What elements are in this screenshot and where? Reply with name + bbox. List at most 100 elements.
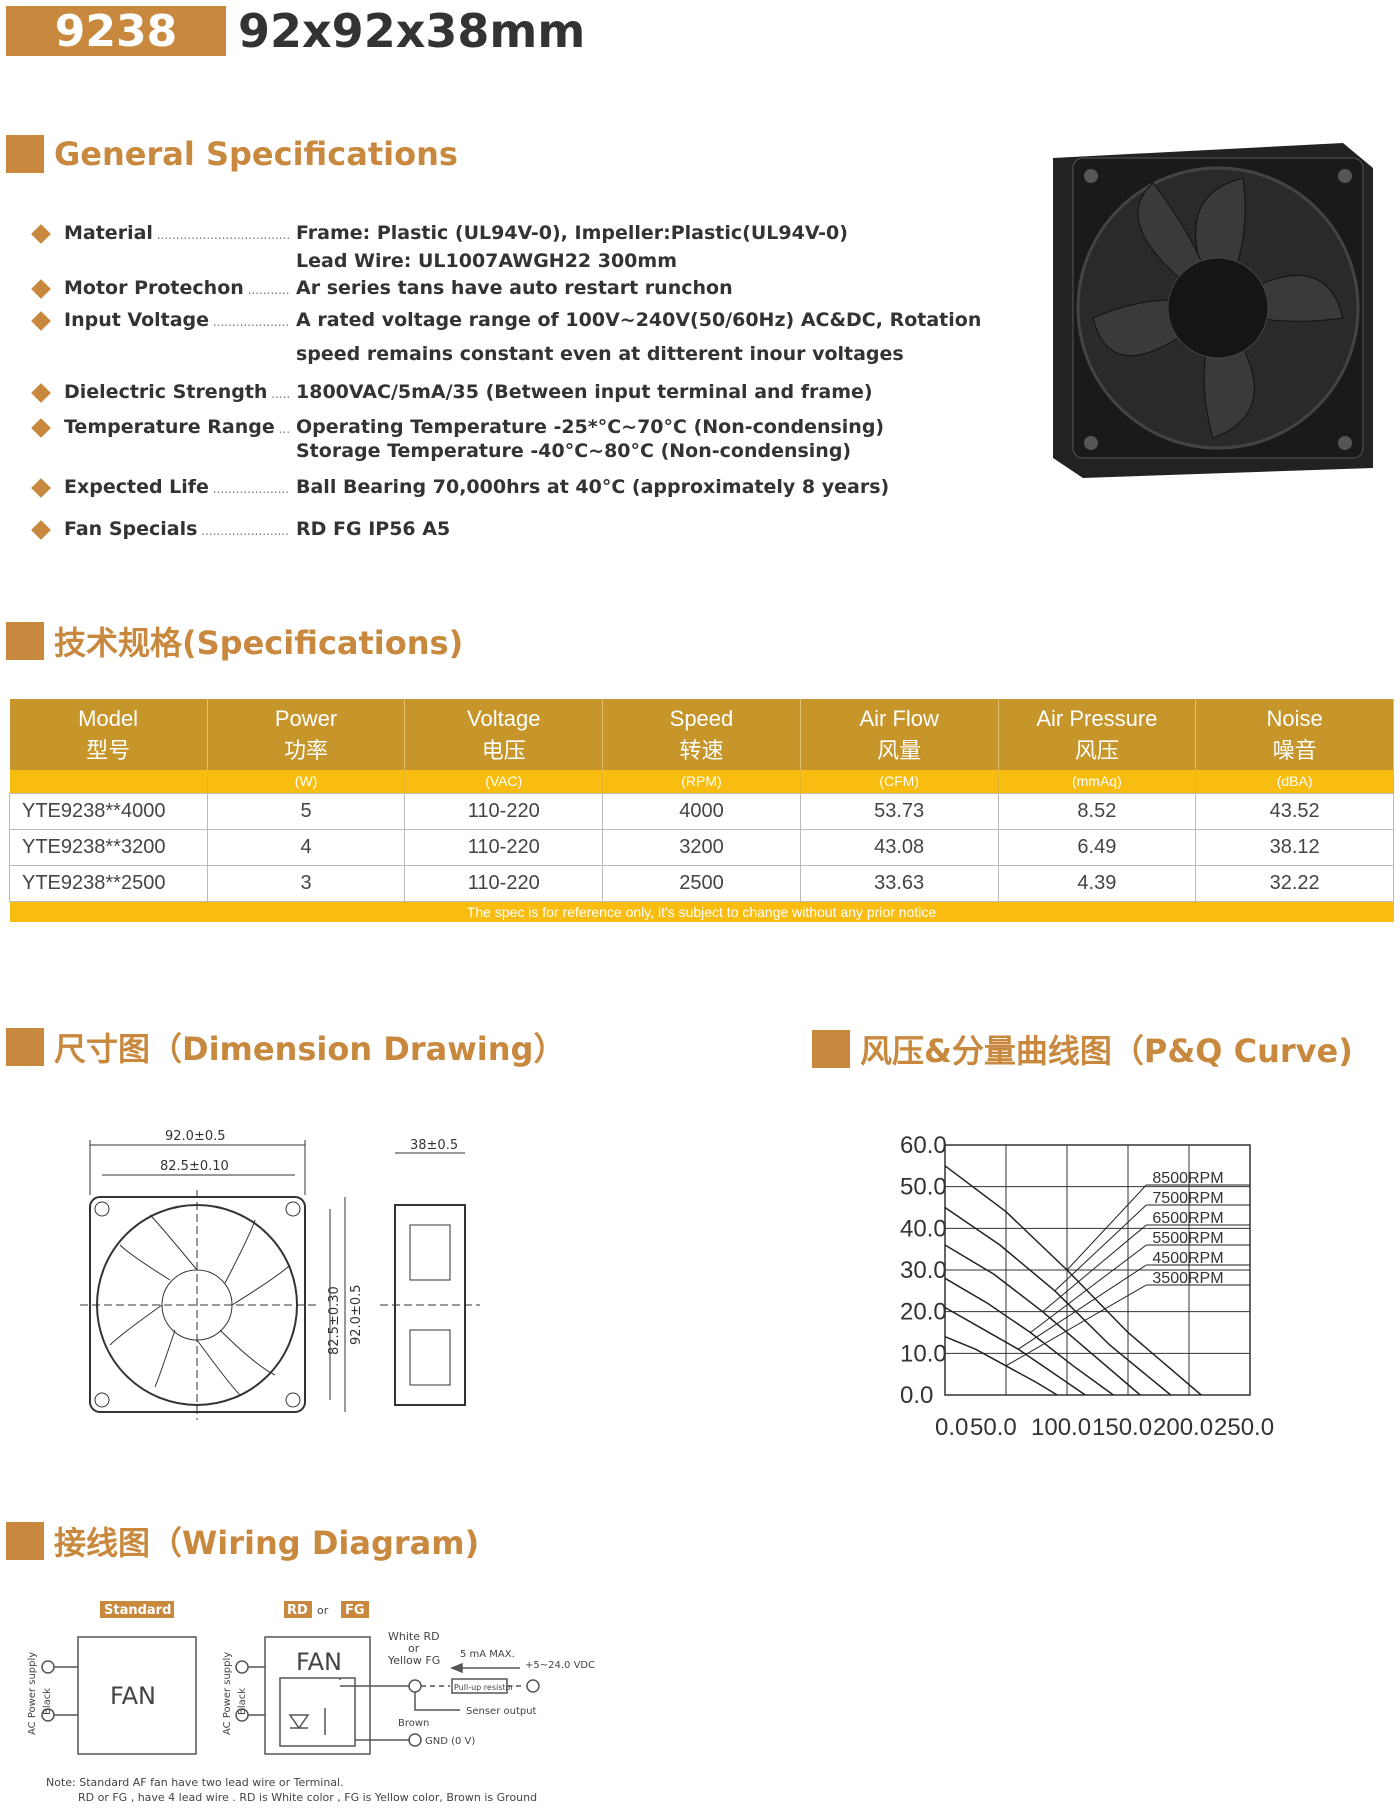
ac-supply-label: AC Power supply — [27, 1652, 38, 1735]
table-cell: 4.39 — [997, 864, 1197, 902]
header-cn: 转速 — [679, 737, 724, 763]
header-en: Speed — [669, 705, 734, 731]
x-tick-label: 100.0 — [1031, 1414, 1091, 1435]
white-rd-label: White RD — [388, 1630, 440, 1643]
table-cell: 3 — [206, 864, 406, 902]
spec-item: Fan Specials — [30, 518, 289, 540]
or-label: or — [317, 1604, 329, 1617]
pullup-resistor-label: Pull-up resistor — [454, 1683, 514, 1692]
y-tick-label: 60.0 — [900, 1132, 947, 1159]
header-en: Air Pressure — [1036, 705, 1158, 731]
pq-curve — [944, 1277, 1114, 1396]
pq-curve — [944, 1335, 1058, 1396]
spec-item: Input Voltage — [30, 309, 289, 331]
wiring-heading: 接线图（Wiring Diagram) — [6, 1518, 479, 1564]
spec-value: 1800VAC/5mA/35 (Between input terminal a… — [296, 381, 873, 403]
unit-cell: (W) — [207, 770, 406, 793]
table-cell: YTE9238**4000 — [9, 792, 208, 830]
hole-dim-label: 82.5±0.10 — [160, 1159, 229, 1174]
spec-value: Ball Bearing 70,000hrs at 40°C (approxim… — [296, 476, 890, 498]
spec-item: Temperature Range — [30, 416, 289, 438]
depth-dim-label: 38±0.5 — [410, 1138, 458, 1153]
spec-value: speed remains constant even at ditterent… — [296, 343, 904, 365]
unit-cell: (dBA) — [1195, 770, 1394, 793]
standard-tag: Standard — [104, 1603, 171, 1618]
header-cn: 型号 — [86, 737, 131, 763]
dimension-drawing: 92.0±0.5 82.5±0.10 82.5±0.30 92.0±0.5 38… — [80, 1129, 480, 1420]
x-tick-label: 200.0 — [1153, 1414, 1213, 1435]
footnote-row: The spec is for reference only, it's sub… — [9, 901, 1394, 922]
fan-photo — [1053, 143, 1373, 478]
spec-item: Expected Life — [30, 476, 289, 498]
gnd-label: GND (0 V) — [425, 1736, 475, 1747]
legend-label: 6500RPM — [1152, 1210, 1223, 1227]
units-row: (W) (VAC) (RPM) (CFM) (mmAq) (dBA) — [9, 770, 1394, 793]
y-tick-label: 30.0 — [900, 1257, 947, 1284]
legend-leader — [1030, 1244, 1147, 1333]
pq-curve — [944, 1206, 1172, 1396]
table-footnote: The spec is for reference only, it's sub… — [9, 901, 1394, 922]
header-en: Voltage — [467, 705, 541, 731]
table-row: YTE9238**3200 4 110-220 3200 43.08 6.49 38.12 — [9, 828, 1394, 866]
dimensions-title: 92x92x38mm — [238, 4, 586, 58]
column-header: Noise 噪音 — [1195, 699, 1394, 770]
spec-value: Ar series tans have auto restart runchon — [296, 277, 733, 299]
spec-value: RD FG IP56 A5 — [296, 518, 451, 540]
spec-value: Storage Temperature -40°C~80°C (Non-cond… — [296, 440, 852, 462]
legend-label: 8500RPM — [1152, 1170, 1223, 1187]
table-row: YTE9238**2500 3 110-220 2500 33.63 4.39 32.22 — [9, 864, 1394, 902]
general-spec-heading: General Specifications — [6, 135, 458, 173]
vdc-label: +5~24.0 VDC — [525, 1660, 595, 1671]
diamond-bullet-icon — [31, 279, 51, 299]
column-header: Air Pressure 风压 — [998, 699, 1197, 770]
section-title: 技术规格(Specifications) — [54, 624, 464, 662]
diamond-bullet-icon — [31, 383, 51, 403]
legend-label: 7500RPM — [1152, 1190, 1223, 1207]
unit-cell: (RPM) — [602, 770, 801, 793]
diamond-bullet-icon — [31, 311, 51, 331]
pq-curve-chart: 0.010.020.030.040.050.060.00.0 50.0 100.0 1… — [900, 1132, 1274, 1435]
diamond-bullet-icon — [31, 418, 51, 438]
legend-leader — [1017, 1264, 1147, 1350]
spec-value: A rated voltage range of 100V~240V(50/60… — [296, 309, 982, 331]
wiring-diagram: Standard RD or FG FAN FAN AC Power suppl… — [27, 1601, 595, 1804]
table-cell: 4 — [206, 828, 406, 866]
table-row: YTE9238**4000 5 110-220 4000 53.73 8.52 43.52 — [9, 792, 1394, 830]
diamond-bullet-icon — [31, 224, 51, 244]
y-tick-label: 0.0 — [900, 1382, 933, 1409]
section-title: 接线图（Wiring Diagram) — [54, 1524, 480, 1562]
table-cell: 38.12 — [1195, 828, 1394, 866]
spec-label: Expected Life — [64, 476, 289, 498]
table-cell: YTE9238**2500 — [9, 864, 208, 902]
table-cell: 2500 — [602, 864, 801, 902]
spec-label: Material — [64, 222, 289, 244]
table-cell: 8.52 — [997, 792, 1197, 830]
table-cell: YTE9238**3200 — [9, 828, 208, 866]
table-header-row: Model 型号 Power 功率 Voltage 电压 Speed 转速 Air Flow 风量… — [9, 699, 1394, 770]
section-title: General Specifications — [54, 135, 458, 173]
fan-label-standard: FAN — [110, 1682, 156, 1710]
fan-label-rdfg: FAN — [296, 1648, 342, 1676]
header-en: Air Flow — [859, 705, 939, 731]
black-label: Black — [42, 1688, 53, 1715]
legend-label: 3500RPM — [1152, 1270, 1223, 1287]
model-number-badge: 9238 — [6, 6, 226, 57]
column-header: Model 型号 — [9, 699, 208, 770]
diamond-bullet-icon — [31, 520, 51, 540]
table-cell: 53.73 — [799, 792, 999, 830]
unit-cell: (mmAq) — [998, 770, 1197, 793]
table-cell: 33.63 — [799, 864, 999, 902]
spec-value: Frame: Plastic (UL94V-0), Impeller:Plast… — [296, 222, 848, 244]
section-title: 尺寸图（Dimension Drawing） — [54, 1030, 566, 1068]
spec-label: Dielectric Strength — [64, 381, 289, 403]
header-cn: 风压 — [1074, 737, 1119, 763]
column-header: Speed 转速 — [602, 699, 801, 770]
wiring-note-1: Note: Standard AF fan have two lead wire… — [46, 1776, 344, 1789]
x-tick-label: 150.0 — [1092, 1414, 1152, 1435]
spec-label: Temperature Range — [64, 416, 289, 438]
table-cell: 3200 — [602, 828, 801, 866]
legend-leader — [1042, 1224, 1147, 1313]
column-header: Power 功率 — [207, 699, 406, 770]
table-cell: 43.08 — [799, 828, 999, 866]
fg-tag: FG — [345, 1603, 365, 1618]
